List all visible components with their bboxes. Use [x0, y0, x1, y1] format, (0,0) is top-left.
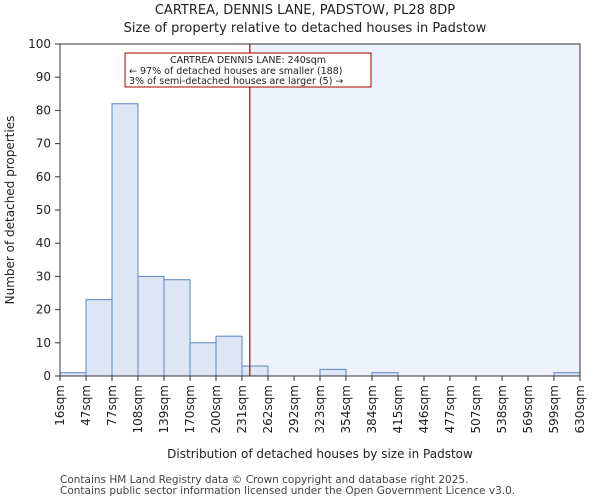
y-tick-label: 90 — [36, 70, 51, 84]
x-tick-label: 77sqm — [105, 385, 119, 426]
y-axis-label: Number of detached properties — [3, 116, 17, 305]
y-tick-label: 0 — [43, 369, 51, 383]
x-tick-label: 200sqm — [209, 385, 223, 433]
chart-title: CARTREA, DENNIS LANE, PADSTOW, PL28 8DP — [155, 3, 455, 18]
annotation-frame — [124, 52, 372, 88]
x-tick-label: 569sqm — [521, 385, 535, 433]
x-tick-label: 599sqm — [547, 385, 561, 433]
y-axis: 0 10 20 30 40 50 60 70 80 90 100 — [28, 37, 60, 383]
x-tick-label: 507sqm — [469, 385, 483, 433]
x-tick-label: 415sqm — [391, 385, 405, 433]
x-tick-label: 630sqm — [573, 385, 587, 433]
x-tick-label: 108sqm — [131, 385, 145, 433]
x-tick-label: 446sqm — [417, 385, 431, 433]
y-tick-label: 70 — [36, 137, 51, 151]
bars-group — [59, 103, 581, 377]
y-tick-label: 40 — [36, 236, 51, 250]
y-tick-label: 50 — [36, 203, 51, 217]
annotation-line-1: CARTREA DENNIS LANE: 240sqm — [170, 55, 326, 66]
y-tick-label: 80 — [36, 103, 51, 117]
x-tick-label: 323sqm — [313, 385, 327, 433]
bar-323sqm — [319, 368, 347, 377]
bar-139sqm — [163, 279, 191, 377]
x-tick-label: 139sqm — [157, 385, 171, 433]
bar-170sqm — [189, 342, 217, 377]
x-tick-label: 292sqm — [287, 385, 301, 433]
x-axis-label: Distribution of detached houses by size … — [167, 447, 473, 461]
bar-200sqm — [215, 335, 243, 377]
y-tick-label: 20 — [36, 303, 51, 317]
annotation-line-3: 3% of semi-detached houses are larger (5… — [129, 76, 343, 87]
y-tick-label: 10 — [36, 336, 51, 350]
footer-line-2: Contains public sector information licen… — [60, 485, 515, 497]
x-axis: 16sqm 47sqm 77sqm 108sqm 139sqm 170sqm 200sqm 2… — [53, 376, 587, 433]
x-tick-label: 538sqm — [495, 385, 509, 433]
bar-77sqm — [111, 103, 139, 377]
x-tick-label: 16sqm — [53, 385, 67, 426]
x-tick-label: 262sqm — [261, 385, 275, 433]
bar-47sqm — [85, 299, 113, 377]
x-tick-label: 231sqm — [235, 385, 249, 433]
chart-subtitle: Size of property relative to detached ho… — [124, 21, 487, 36]
bar-108sqm — [137, 275, 165, 377]
x-tick-label: 477sqm — [443, 385, 457, 433]
y-tick-label: 100 — [28, 37, 51, 51]
y-tick-label: 60 — [36, 170, 51, 184]
footer-line-1: Contains HM Land Registry data © Crown c… — [60, 474, 468, 486]
x-tick-label: 47sqm — [79, 385, 93, 426]
y-tick-label: 30 — [36, 269, 51, 283]
x-tick-label: 354sqm — [339, 385, 353, 433]
highlight-region — [249, 44, 581, 376]
annotation-box: CARTREA DENNIS LANE: 240sqm ← 97% of det… — [124, 52, 372, 88]
x-tick-label: 384sqm — [365, 385, 379, 433]
bar-231sqm — [241, 365, 269, 377]
annotation-line-2: ← 97% of detached houses are smaller (18… — [129, 66, 342, 77]
x-tick-label: 170sqm — [183, 385, 197, 433]
